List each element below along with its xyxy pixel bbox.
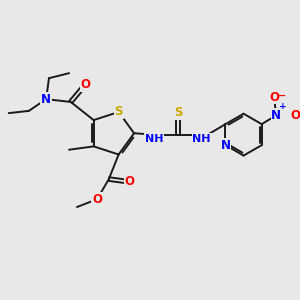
Text: O: O bbox=[80, 78, 90, 91]
Text: NH: NH bbox=[192, 134, 211, 143]
Text: S: S bbox=[174, 106, 182, 119]
Text: S: S bbox=[114, 106, 123, 118]
Text: O: O bbox=[290, 109, 300, 122]
Text: NH: NH bbox=[145, 134, 164, 143]
Text: O: O bbox=[92, 193, 102, 206]
Text: O: O bbox=[269, 91, 279, 103]
Text: −: − bbox=[277, 91, 286, 101]
Text: O: O bbox=[125, 176, 135, 188]
Text: N: N bbox=[41, 93, 51, 106]
Text: N: N bbox=[220, 139, 230, 152]
Text: N: N bbox=[271, 109, 281, 122]
Text: +: + bbox=[279, 102, 286, 111]
